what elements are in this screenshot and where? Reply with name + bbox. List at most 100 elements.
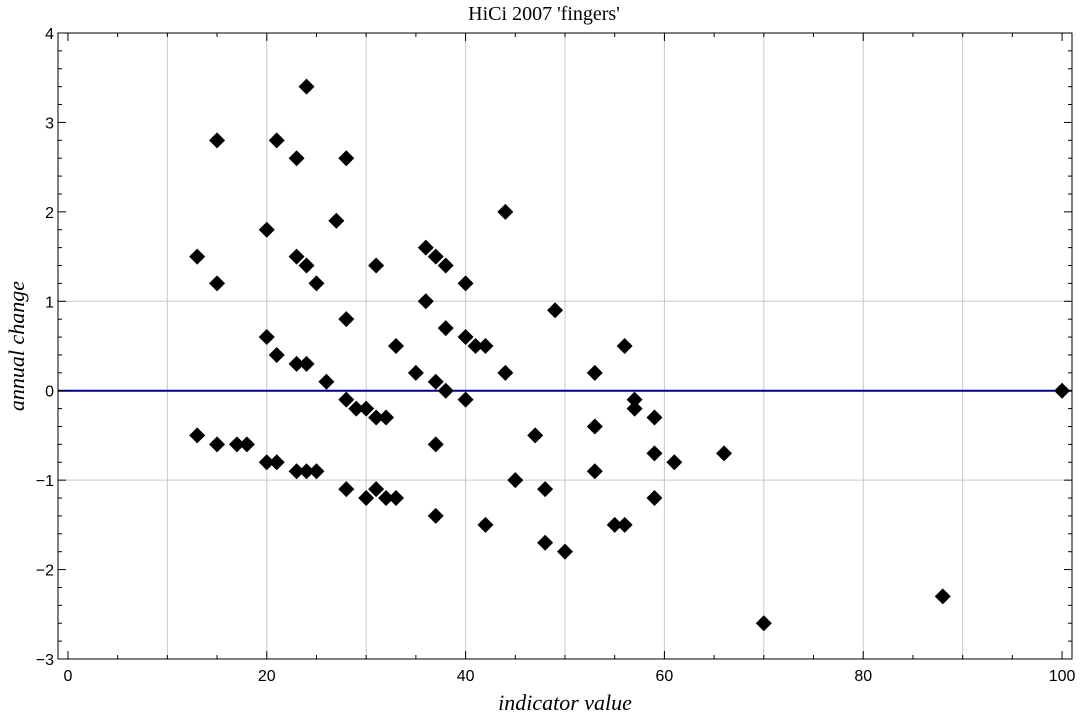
data-point — [268, 454, 285, 471]
data-point — [368, 409, 385, 426]
data-point — [358, 490, 375, 507]
data-point — [388, 338, 404, 354]
data-point — [557, 543, 573, 560]
data-point — [646, 409, 663, 426]
data-point — [646, 490, 663, 507]
data-point — [626, 400, 643, 417]
x-tick-label: 40 — [457, 668, 475, 685]
data-point — [268, 346, 285, 363]
data-point — [228, 436, 245, 453]
data-point — [427, 248, 444, 265]
data-point — [616, 338, 633, 354]
chart-title: HiCi 2007 'fingers' — [468, 3, 620, 25]
data-point — [417, 239, 434, 256]
axis-ticks: 0 20 40 60 80 100 −3 −2 −1 0 1 2 3 4 — [36, 26, 1076, 685]
data-point — [388, 490, 404, 507]
data-point — [298, 257, 315, 274]
x-tick-label: 60 — [656, 668, 674, 685]
data-point — [427, 373, 444, 390]
data-point — [646, 445, 663, 462]
x-axis-label: indicator value — [498, 690, 632, 715]
data-point — [189, 427, 206, 444]
data-point — [288, 150, 305, 167]
x-tick-label: 100 — [1049, 668, 1076, 685]
data-point — [497, 364, 514, 381]
data-point — [537, 481, 554, 498]
y-tick-label: −1 — [36, 473, 54, 490]
data-point — [586, 364, 603, 381]
data-point — [547, 302, 564, 319]
x-tick-label: 80 — [854, 668, 872, 685]
gridlines — [58, 33, 1072, 659]
data-point — [238, 436, 255, 453]
data-point — [497, 203, 514, 220]
data-point — [288, 248, 305, 265]
data-point — [258, 329, 275, 346]
y-tick-label: −3 — [36, 652, 54, 669]
data-point — [716, 445, 733, 462]
data-point — [358, 400, 375, 417]
data-point — [457, 391, 474, 408]
y-tick-label: −2 — [36, 563, 54, 580]
data-point — [298, 78, 315, 95]
data-point — [666, 454, 683, 471]
x-tick-label: 20 — [258, 668, 276, 685]
data-point — [338, 481, 355, 498]
y-tick-label: 4 — [45, 26, 54, 43]
data-point — [755, 615, 772, 632]
data-point — [338, 391, 355, 408]
data-point — [328, 212, 345, 229]
data-point — [308, 275, 325, 292]
data-point — [368, 481, 385, 498]
x-tick-label: 0 — [63, 668, 72, 685]
y-tick-label: 1 — [45, 294, 54, 311]
data-point — [477, 516, 494, 533]
data-point — [934, 588, 951, 605]
data-point — [437, 320, 454, 337]
data-point — [537, 534, 554, 551]
data-point — [258, 454, 275, 471]
data-point — [507, 472, 524, 489]
data-point — [407, 364, 424, 381]
data-point — [318, 373, 335, 390]
y-tick-label: 2 — [45, 205, 54, 222]
data-point — [586, 418, 603, 435]
data-point — [417, 293, 434, 310]
y-tick-label: 3 — [45, 115, 54, 132]
data-point — [209, 132, 226, 149]
data-point — [338, 311, 355, 328]
y-tick-label: 0 — [45, 384, 54, 401]
data-point — [288, 463, 305, 480]
data-point — [457, 275, 474, 292]
data-point — [378, 409, 395, 426]
data-point — [427, 436, 444, 453]
data-point — [527, 427, 544, 444]
y-axis-label: annual change — [4, 281, 29, 411]
data-point — [616, 516, 633, 533]
data-point — [586, 463, 603, 480]
data-point — [477, 338, 494, 354]
data-point — [626, 391, 643, 408]
data-point — [298, 463, 315, 480]
data-point — [437, 382, 454, 399]
data-point — [288, 355, 305, 372]
data-point — [209, 275, 226, 292]
data-point — [427, 507, 444, 524]
data-points — [189, 78, 1071, 632]
data-point — [209, 436, 226, 453]
data-point — [308, 463, 325, 480]
data-point — [338, 150, 355, 167]
data-point — [189, 248, 206, 265]
data-point — [368, 257, 385, 274]
data-point — [437, 257, 454, 274]
data-point — [457, 329, 474, 346]
data-point — [467, 338, 484, 354]
data-point — [268, 132, 285, 149]
data-point — [298, 355, 315, 372]
data-point — [348, 400, 365, 417]
data-point — [1054, 382, 1071, 399]
data-point — [606, 516, 623, 533]
data-point — [258, 221, 275, 238]
data-point — [378, 490, 395, 507]
